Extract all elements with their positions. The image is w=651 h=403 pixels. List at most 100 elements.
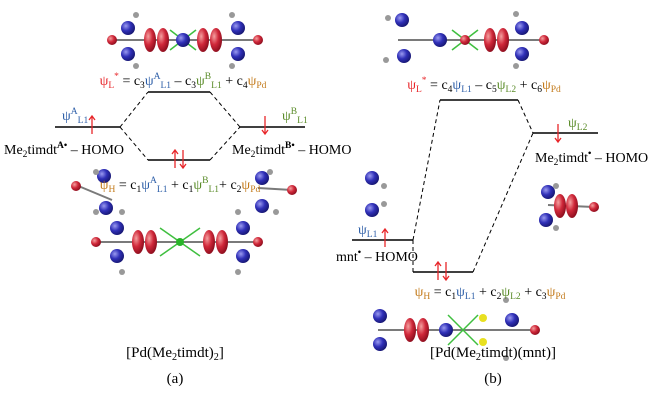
correlation-lines bbox=[120, 92, 240, 160]
molecule-b-top bbox=[383, 11, 549, 69]
text-segment: Me bbox=[535, 151, 554, 166]
orbital-bottom: ψH = c1ψL1 + c2ψL2 + c3ψPd bbox=[415, 285, 566, 302]
text-segment: ψ bbox=[547, 285, 556, 300]
label: (a) bbox=[167, 371, 184, 387]
text-segment: L1 bbox=[461, 85, 472, 95]
text-segment: L1 bbox=[465, 292, 476, 302]
text-segment: – HOMO bbox=[361, 250, 418, 265]
text-segment: timdt)(mnt)] bbox=[481, 345, 556, 361]
text-segment: – HOMO bbox=[67, 143, 124, 158]
right-homo: Me2timdtB• – HOMO bbox=[232, 141, 351, 160]
text-segment: A• bbox=[57, 141, 67, 151]
text-segment: – HOMO bbox=[295, 143, 352, 158]
figure: ψL* = c3ψAL1 – c3ψBL1 + c4ψPd ψAL1 Me2timd… bbox=[0, 0, 651, 403]
label: (b) bbox=[484, 371, 502, 387]
text-segment: ψ bbox=[497, 78, 506, 93]
text-segment: L1 bbox=[297, 116, 308, 126]
left-homo: mnt• – HOMO bbox=[336, 248, 418, 265]
text-segment: L1 bbox=[160, 81, 171, 91]
text-segment: timdt bbox=[255, 143, 285, 158]
text-segment: L2 bbox=[510, 292, 521, 302]
text-segment: L1 bbox=[208, 185, 219, 195]
text-segment: – c bbox=[171, 74, 191, 89]
molecule-a-top bbox=[107, 12, 263, 69]
text-segment: L1 bbox=[157, 185, 168, 195]
spin-pair bbox=[172, 150, 186, 168]
text-segment: L1 bbox=[78, 116, 89, 126]
text-segment: – HOMO bbox=[591, 151, 648, 166]
orbital-top: ψL* = c4ψL1 – c5ψL2 + c6ψPd bbox=[407, 76, 561, 95]
text-segment: ψ bbox=[100, 178, 109, 193]
text-segment: ψ bbox=[241, 178, 250, 193]
text-segment: Me bbox=[4, 143, 23, 158]
right-homo: Me2timdt• – HOMO bbox=[535, 149, 648, 168]
text-segment: Me bbox=[232, 143, 251, 158]
text-segment: ψ bbox=[568, 116, 577, 131]
text-segment: L bbox=[416, 85, 422, 95]
text-segment: + c bbox=[475, 285, 496, 300]
left-level: ψAL1 bbox=[62, 107, 88, 126]
text-segment: = c bbox=[115, 178, 136, 193]
text-segment: timdt bbox=[558, 151, 588, 166]
text-segment: ψ bbox=[145, 74, 154, 89]
text-segment: ψ bbox=[501, 285, 510, 300]
text-segment: ψ bbox=[452, 78, 461, 93]
text-segment: ψ bbox=[358, 223, 367, 238]
caption: [Pd(Me2timdt)(mnt)] bbox=[430, 345, 556, 363]
spin-down bbox=[262, 116, 268, 134]
text-segment: (b) bbox=[484, 371, 502, 387]
text-segment: ψ bbox=[141, 178, 150, 193]
text-segment: (a) bbox=[167, 371, 184, 387]
spin-up bbox=[382, 229, 388, 247]
text-segment: timdt) bbox=[177, 345, 214, 361]
molecule-b-right bbox=[539, 183, 599, 231]
molecule-a-bottom bbox=[91, 209, 263, 275]
text-segment: = c bbox=[430, 285, 451, 300]
text-segment: L2 bbox=[577, 123, 588, 133]
text-segment: + c bbox=[222, 74, 243, 89]
spin-pair bbox=[435, 262, 449, 280]
text-segment: + c bbox=[521, 285, 542, 300]
text-segment: = c bbox=[119, 74, 140, 89]
molecule-a-right bbox=[255, 169, 297, 215]
text-segment: L2 bbox=[506, 85, 517, 95]
text-segment: [Pd(Me bbox=[430, 345, 476, 361]
text-segment: ψ bbox=[415, 285, 424, 300]
caption: [Pd(Me2timdt)2] bbox=[126, 345, 224, 363]
text-segment: ψ bbox=[456, 285, 465, 300]
text-segment: – c bbox=[472, 78, 492, 93]
text-segment: ψ bbox=[282, 109, 291, 124]
text-segment: ψ bbox=[62, 109, 71, 124]
text-segment: = c bbox=[427, 78, 448, 93]
correlation-lines bbox=[413, 100, 533, 272]
text-segment: + c bbox=[516, 78, 537, 93]
spin-up bbox=[89, 116, 95, 134]
text-segment: ψ bbox=[248, 74, 257, 89]
left-homo: Me2timdtA• – HOMO bbox=[4, 141, 124, 160]
text-segment: ψ bbox=[196, 74, 205, 89]
text-segment: Pd bbox=[551, 85, 561, 95]
text-segment: ψ bbox=[542, 78, 551, 93]
text-segment: L1 bbox=[367, 230, 378, 240]
text-segment: timdt bbox=[27, 143, 57, 158]
text-segment: ψ bbox=[193, 178, 202, 193]
text-segment: Pd bbox=[250, 185, 260, 195]
text-segment: Pd bbox=[555, 292, 565, 302]
text-segment: B• bbox=[285, 141, 295, 151]
text-segment: Pd bbox=[256, 81, 266, 91]
text-segment: ψ bbox=[100, 74, 109, 89]
orbital-top: ψL* = c3ψAL1 – c3ψBL1 + c4ψPd bbox=[100, 72, 267, 91]
text-segment: + c bbox=[219, 178, 237, 193]
text-segment: [Pd(Me bbox=[126, 345, 172, 361]
text-segment: L1 bbox=[211, 81, 222, 91]
molecule-b-left bbox=[365, 171, 387, 217]
right-level: ψBL1 bbox=[282, 107, 308, 126]
text-segment: mnt bbox=[336, 250, 358, 265]
right-level: ψL2 bbox=[568, 116, 588, 133]
text-segment: ψ bbox=[407, 78, 416, 93]
left-level: ψL1 bbox=[358, 223, 378, 240]
orbital-bottom: ψH = c1ψAL1 + c1ψBL1+ c2ψPd bbox=[100, 176, 261, 195]
text-segment: L bbox=[108, 81, 114, 91]
text-segment: + c bbox=[167, 178, 188, 193]
text-segment: ] bbox=[219, 345, 224, 361]
